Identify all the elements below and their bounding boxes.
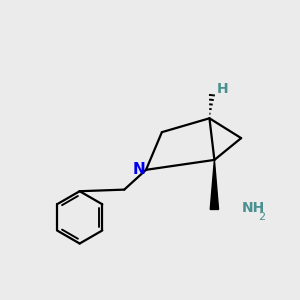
Text: 2: 2	[258, 212, 265, 222]
Text: N: N	[132, 162, 145, 177]
Text: H: H	[217, 82, 229, 96]
Text: NH: NH	[242, 201, 266, 215]
Polygon shape	[210, 160, 219, 209]
